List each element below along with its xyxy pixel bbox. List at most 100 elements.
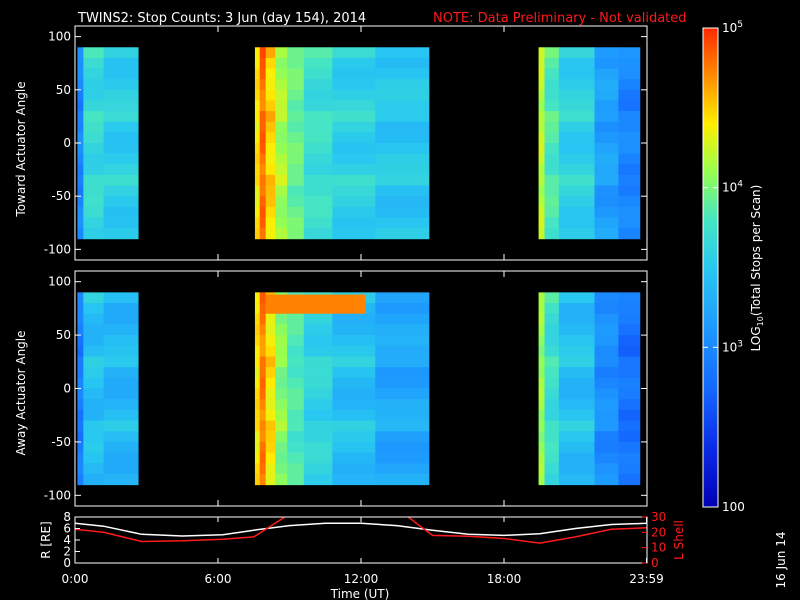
away-cell xyxy=(303,463,333,475)
toward-cell xyxy=(375,196,430,208)
away-cell xyxy=(77,345,84,357)
toward-cell xyxy=(254,217,261,229)
away-cell xyxy=(265,388,276,400)
away-cell xyxy=(594,367,619,379)
away-cell xyxy=(303,399,333,411)
away-cell xyxy=(375,356,430,368)
toward-cell xyxy=(103,174,139,187)
away-cell xyxy=(375,345,430,357)
away-cell xyxy=(77,377,84,389)
toward-cell xyxy=(544,143,560,155)
away-cell xyxy=(594,313,619,325)
away-cell xyxy=(303,431,333,443)
away-cell xyxy=(254,367,261,379)
toward-cell xyxy=(259,89,267,101)
toward-cell xyxy=(265,228,276,240)
toward-cell xyxy=(259,79,267,91)
away-cell xyxy=(103,303,139,315)
toward-cell xyxy=(103,121,139,133)
toward-cell xyxy=(618,174,641,187)
colorbar-gradient xyxy=(702,27,719,508)
toward-cell xyxy=(594,100,619,112)
toward-cell xyxy=(303,217,333,229)
away-cell xyxy=(254,356,261,368)
toward-cell xyxy=(332,100,376,112)
toward-cell xyxy=(83,68,104,80)
away-cell xyxy=(332,409,376,422)
away-cell xyxy=(594,473,619,486)
toward-cell xyxy=(332,217,376,229)
toward-cell xyxy=(103,143,139,155)
away-cell xyxy=(332,356,376,368)
toward-cell xyxy=(287,57,305,70)
toward-cell xyxy=(594,174,619,187)
toward-cell xyxy=(618,132,641,144)
toward-cell xyxy=(303,228,333,240)
away-cell xyxy=(287,377,305,389)
toward-cell xyxy=(303,132,333,144)
toward-cell xyxy=(83,132,104,144)
away-cell xyxy=(287,452,305,464)
away-cell xyxy=(275,409,288,422)
toward-cell xyxy=(303,174,333,187)
colorbar-tick-base: 10 xyxy=(722,21,737,35)
away-cell xyxy=(558,324,595,336)
toward-cell xyxy=(618,196,641,208)
away-cell xyxy=(275,324,288,336)
toward-cell xyxy=(287,228,305,240)
away-ytick-label: -50 xyxy=(51,435,71,449)
away-cell xyxy=(83,324,104,336)
away-cell xyxy=(77,399,84,411)
away-cell xyxy=(83,377,104,389)
away-cell xyxy=(375,335,430,347)
toward-cell xyxy=(618,121,641,133)
away-cell xyxy=(538,441,545,454)
away-cell xyxy=(103,367,139,379)
toward-cell xyxy=(275,132,288,144)
toward-cell xyxy=(77,57,84,70)
away-cell xyxy=(332,441,376,454)
toward-cell xyxy=(265,57,276,70)
away-cell xyxy=(558,377,595,389)
toward-ytick-label: 0 xyxy=(63,136,71,150)
toward-cell xyxy=(538,185,545,197)
toward-cell xyxy=(538,174,545,187)
away-cell xyxy=(103,409,139,422)
colorbar-tick-base: 10 xyxy=(722,181,737,195)
away-cell xyxy=(103,452,139,464)
away-cell xyxy=(332,388,376,400)
toward-cell xyxy=(538,164,545,176)
away-cell xyxy=(538,335,545,347)
toward-cell xyxy=(594,111,619,123)
away-cell xyxy=(275,452,288,464)
away-cell xyxy=(254,377,261,389)
away-cell xyxy=(83,431,104,443)
away-cell xyxy=(265,473,276,486)
away-cell xyxy=(103,377,139,389)
away-cell xyxy=(77,420,84,432)
toward-cell xyxy=(259,185,267,197)
toward-cell xyxy=(618,68,641,80)
away-cell xyxy=(544,292,560,304)
away-cell xyxy=(544,441,560,454)
toward-cell xyxy=(254,185,261,197)
toward-cell xyxy=(287,111,305,123)
away-cell xyxy=(375,473,430,486)
away-ytick-label: 100 xyxy=(48,275,71,289)
away-cell xyxy=(103,335,139,347)
r-series-line xyxy=(75,522,647,537)
away-cell xyxy=(83,292,104,304)
toward-cell xyxy=(103,196,139,208)
away-cell xyxy=(287,335,305,347)
away-cell xyxy=(83,356,104,368)
away-cell xyxy=(287,409,305,422)
away-cell xyxy=(538,367,545,379)
lshell-ytick-label: 20 xyxy=(651,525,666,539)
toward-cell xyxy=(265,217,276,229)
away-cell xyxy=(287,463,305,475)
toward-cell xyxy=(83,89,104,101)
toward-cell xyxy=(254,164,261,176)
toward-cell xyxy=(558,47,595,59)
toward-cell xyxy=(83,100,104,112)
toward-cell xyxy=(265,196,276,208)
